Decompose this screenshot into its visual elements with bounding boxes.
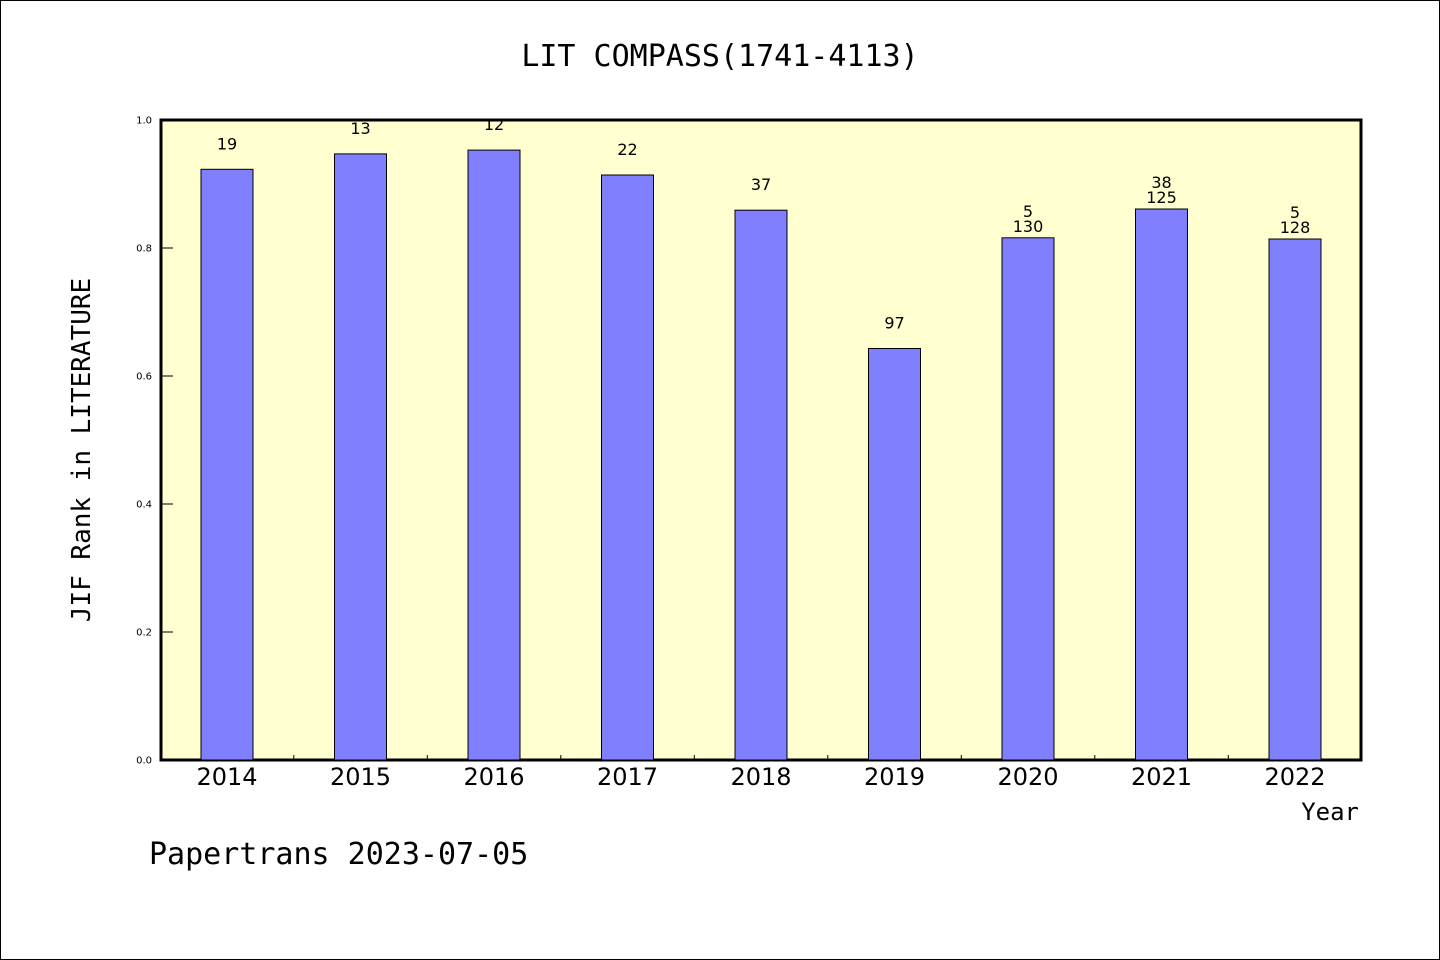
bar-2021 [1135, 208, 1188, 761]
y-axis-label: JIF Rank in LITERATURE [67, 278, 97, 622]
x-tick-label-2014: 2014 [196, 763, 257, 791]
bar-label-2020-1: 5 [1023, 202, 1033, 221]
x-axis-label: Year [1301, 798, 1359, 826]
x-axis-ticks: 2014 2015 2016 2017 2018 2019 2020 2021 2022 [196, 755, 1326, 791]
bar-2020 [1001, 237, 1055, 761]
chart-title: LIT COMPASS(1741-4113) [521, 39, 918, 74]
bar-label-2017: 22 [617, 140, 637, 159]
bar-label-2020-2: 130 [1013, 217, 1044, 236]
x-tick-label-2019: 2019 [864, 763, 925, 791]
x-tick-label-2015: 2015 [330, 763, 391, 791]
x-tick-label-2017: 2017 [597, 763, 658, 791]
y-axis-ticks: 0.0 0.2 0.4 0.6 0.8 1.0 [136, 116, 173, 767]
bar-label-2022-2: 128 [1280, 218, 1311, 237]
bar-2022 [1268, 238, 1322, 761]
x-tick-label-2022: 2022 [1264, 763, 1325, 791]
bar-2019 [868, 348, 921, 761]
bar-2015 [334, 153, 387, 761]
bar-label-2015: 13 [350, 119, 370, 138]
bar-2017 [601, 174, 654, 761]
y-tick-label-1.0: 1.0 [136, 116, 152, 127]
x-tick-label-2020: 2020 [997, 763, 1058, 791]
y-tick-label-0.0: 0.0 [136, 756, 152, 767]
x-tick-label-2021: 2021 [1131, 763, 1192, 791]
y-tick-label-0.4: 0.4 [136, 500, 152, 511]
bar-2018 [734, 209, 788, 761]
bar-label-2019: 97 [884, 314, 904, 333]
bar-label-2014: 19 [217, 134, 237, 153]
bar-label-2018: 37 [751, 175, 771, 194]
bar-2016 [467, 149, 521, 761]
bar-label-2022-1: 5 [1290, 203, 1300, 222]
bar-2014 [200, 168, 254, 761]
x-tick-label-2016: 2016 [463, 763, 524, 791]
y-tick-label-0.8: 0.8 [136, 244, 152, 255]
bar-label-2016: 12 [484, 115, 504, 134]
footer-credit: Papertrans 2023-07-05 [149, 837, 528, 872]
bars-layer [200, 149, 1322, 761]
y-tick-label-0.6: 0.6 [136, 372, 152, 383]
bar-label-2021-1: 38 [1151, 173, 1171, 192]
x-tick-label-2018: 2018 [730, 763, 791, 791]
y-tick-label-0.2: 0.2 [136, 628, 152, 639]
bar-label-2021-2: 125 [1146, 188, 1177, 207]
